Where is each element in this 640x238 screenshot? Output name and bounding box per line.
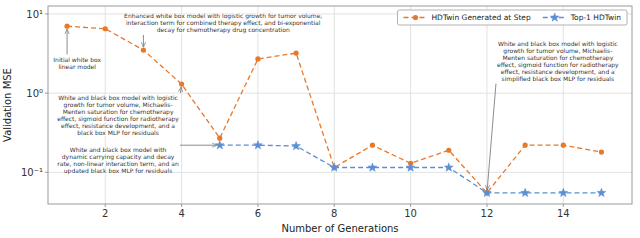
series-line [220,145,602,193]
data-point [561,143,566,148]
x-tick-label: 12 [481,208,494,219]
y-tick-label: 10⁻¹ [21,167,43,178]
data-point [294,51,299,56]
annotation-line: White and black box model with [70,146,167,153]
data-point [292,141,301,149]
data-point [179,81,184,86]
x-tick-label: 14 [557,208,570,219]
legend: HDTwin Generated at Step Top-1 HDTwin [397,10,627,25]
legend-label: HDTwin Generated at Step [431,13,531,22]
x-tick-label: 2 [102,208,108,219]
legend-item: Top-1 HDTwin [543,13,621,22]
x-tick [486,204,487,207]
annotation-line: black box MLP for residuals [77,129,159,136]
y-tick [45,172,48,173]
data-point [330,163,339,171]
x-tick [410,204,411,207]
annotation: White and black box model with logisticg… [57,94,179,136]
x-grid-line [486,6,487,204]
plot-frame [48,6,632,204]
grid [48,6,632,204]
x-tick [563,204,564,207]
axes: 2 4 6 8 10 12 14 10⁻¹ 10⁰ 10¹ [21,9,570,219]
annotation-line: Initial white box [53,56,101,63]
annotation-arrow [180,87,182,93]
x-grid-line [257,6,258,204]
x-grid-line [563,6,564,204]
legend-box [397,10,627,25]
data-point [255,56,260,61]
data-point [370,143,375,148]
y-axis-label: Validation MSE [2,68,13,142]
data-point [597,188,606,196]
y-tick [45,93,48,94]
x-tick [334,204,335,207]
data-point [559,188,568,196]
annotation-line: linear model [58,63,96,70]
legend-marker [413,15,418,20]
data-point [64,24,69,29]
y-tick [45,13,48,14]
data-point [521,188,530,196]
annotation-line: simplified black box MLP for residuals [502,75,615,83]
data-point [523,143,528,148]
background [0,0,640,238]
annotation-line: updated black box MLP for residuals [64,167,173,175]
data-point [444,163,453,171]
x-tick-label: 4 [178,208,184,219]
legend-label: Top-1 HDTwin [570,13,621,22]
annotation-arrow [180,145,217,146]
annotation-arrow [143,35,144,47]
data-point [368,163,377,171]
data-point [406,163,415,171]
data-point [446,148,451,153]
annotation-line: decay for chemotherapy drug concentratio… [157,26,290,34]
x-grid-line [410,6,411,204]
x-axis-label: Number of Generations [281,223,398,234]
annotations: Initial white boxlinear model Enhanced wh… [53,12,619,190]
annotation-line: rate, non-linear interaction term, and a… [57,160,179,167]
annotation: White and black box model with logisticg… [497,40,619,83]
y-tick-label: 10⁰ [26,88,43,99]
annotation: Initial white boxlinear model [53,56,101,70]
x-tick-label: 8 [331,208,337,219]
data-point [103,26,108,31]
legend-marker [550,13,559,21]
chart: 2 4 6 8 10 12 14 10⁻¹ 10⁰ 10¹ Number of Generation… [0,0,640,238]
x-tick [105,204,106,207]
y-tick-label: 10¹ [26,9,43,20]
annotation-arrow [487,84,496,190]
legend-item: HDTwin Generated at Step [403,13,531,22]
x-tick-label: 6 [255,208,261,219]
data-point [141,47,146,52]
x-grid-line [334,6,335,204]
data-point [599,150,604,155]
x-tick-label: 10 [404,208,417,219]
x-tick [181,204,182,207]
annotation: Enhanced white box model with logistic g… [124,12,322,34]
annotation-arrow [67,29,68,54]
x-grid-line [181,6,182,204]
annotation: White and black box model withdynamic ca… [57,146,179,175]
x-tick [257,204,258,207]
data-point [254,141,263,149]
